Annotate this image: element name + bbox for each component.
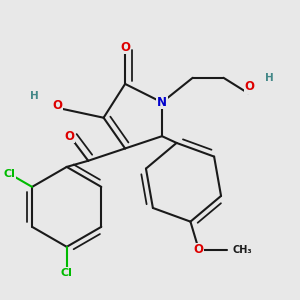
Text: H: H (30, 91, 39, 101)
Text: CH₃: CH₃ (233, 245, 252, 255)
Text: Cl: Cl (4, 169, 16, 179)
Text: H: H (265, 73, 274, 83)
Text: N: N (157, 96, 167, 109)
Text: O: O (120, 40, 130, 53)
Text: O: O (52, 99, 62, 112)
Text: Cl: Cl (61, 268, 73, 278)
Text: O: O (65, 130, 75, 143)
Text: O: O (194, 243, 204, 256)
Text: O: O (244, 80, 255, 94)
